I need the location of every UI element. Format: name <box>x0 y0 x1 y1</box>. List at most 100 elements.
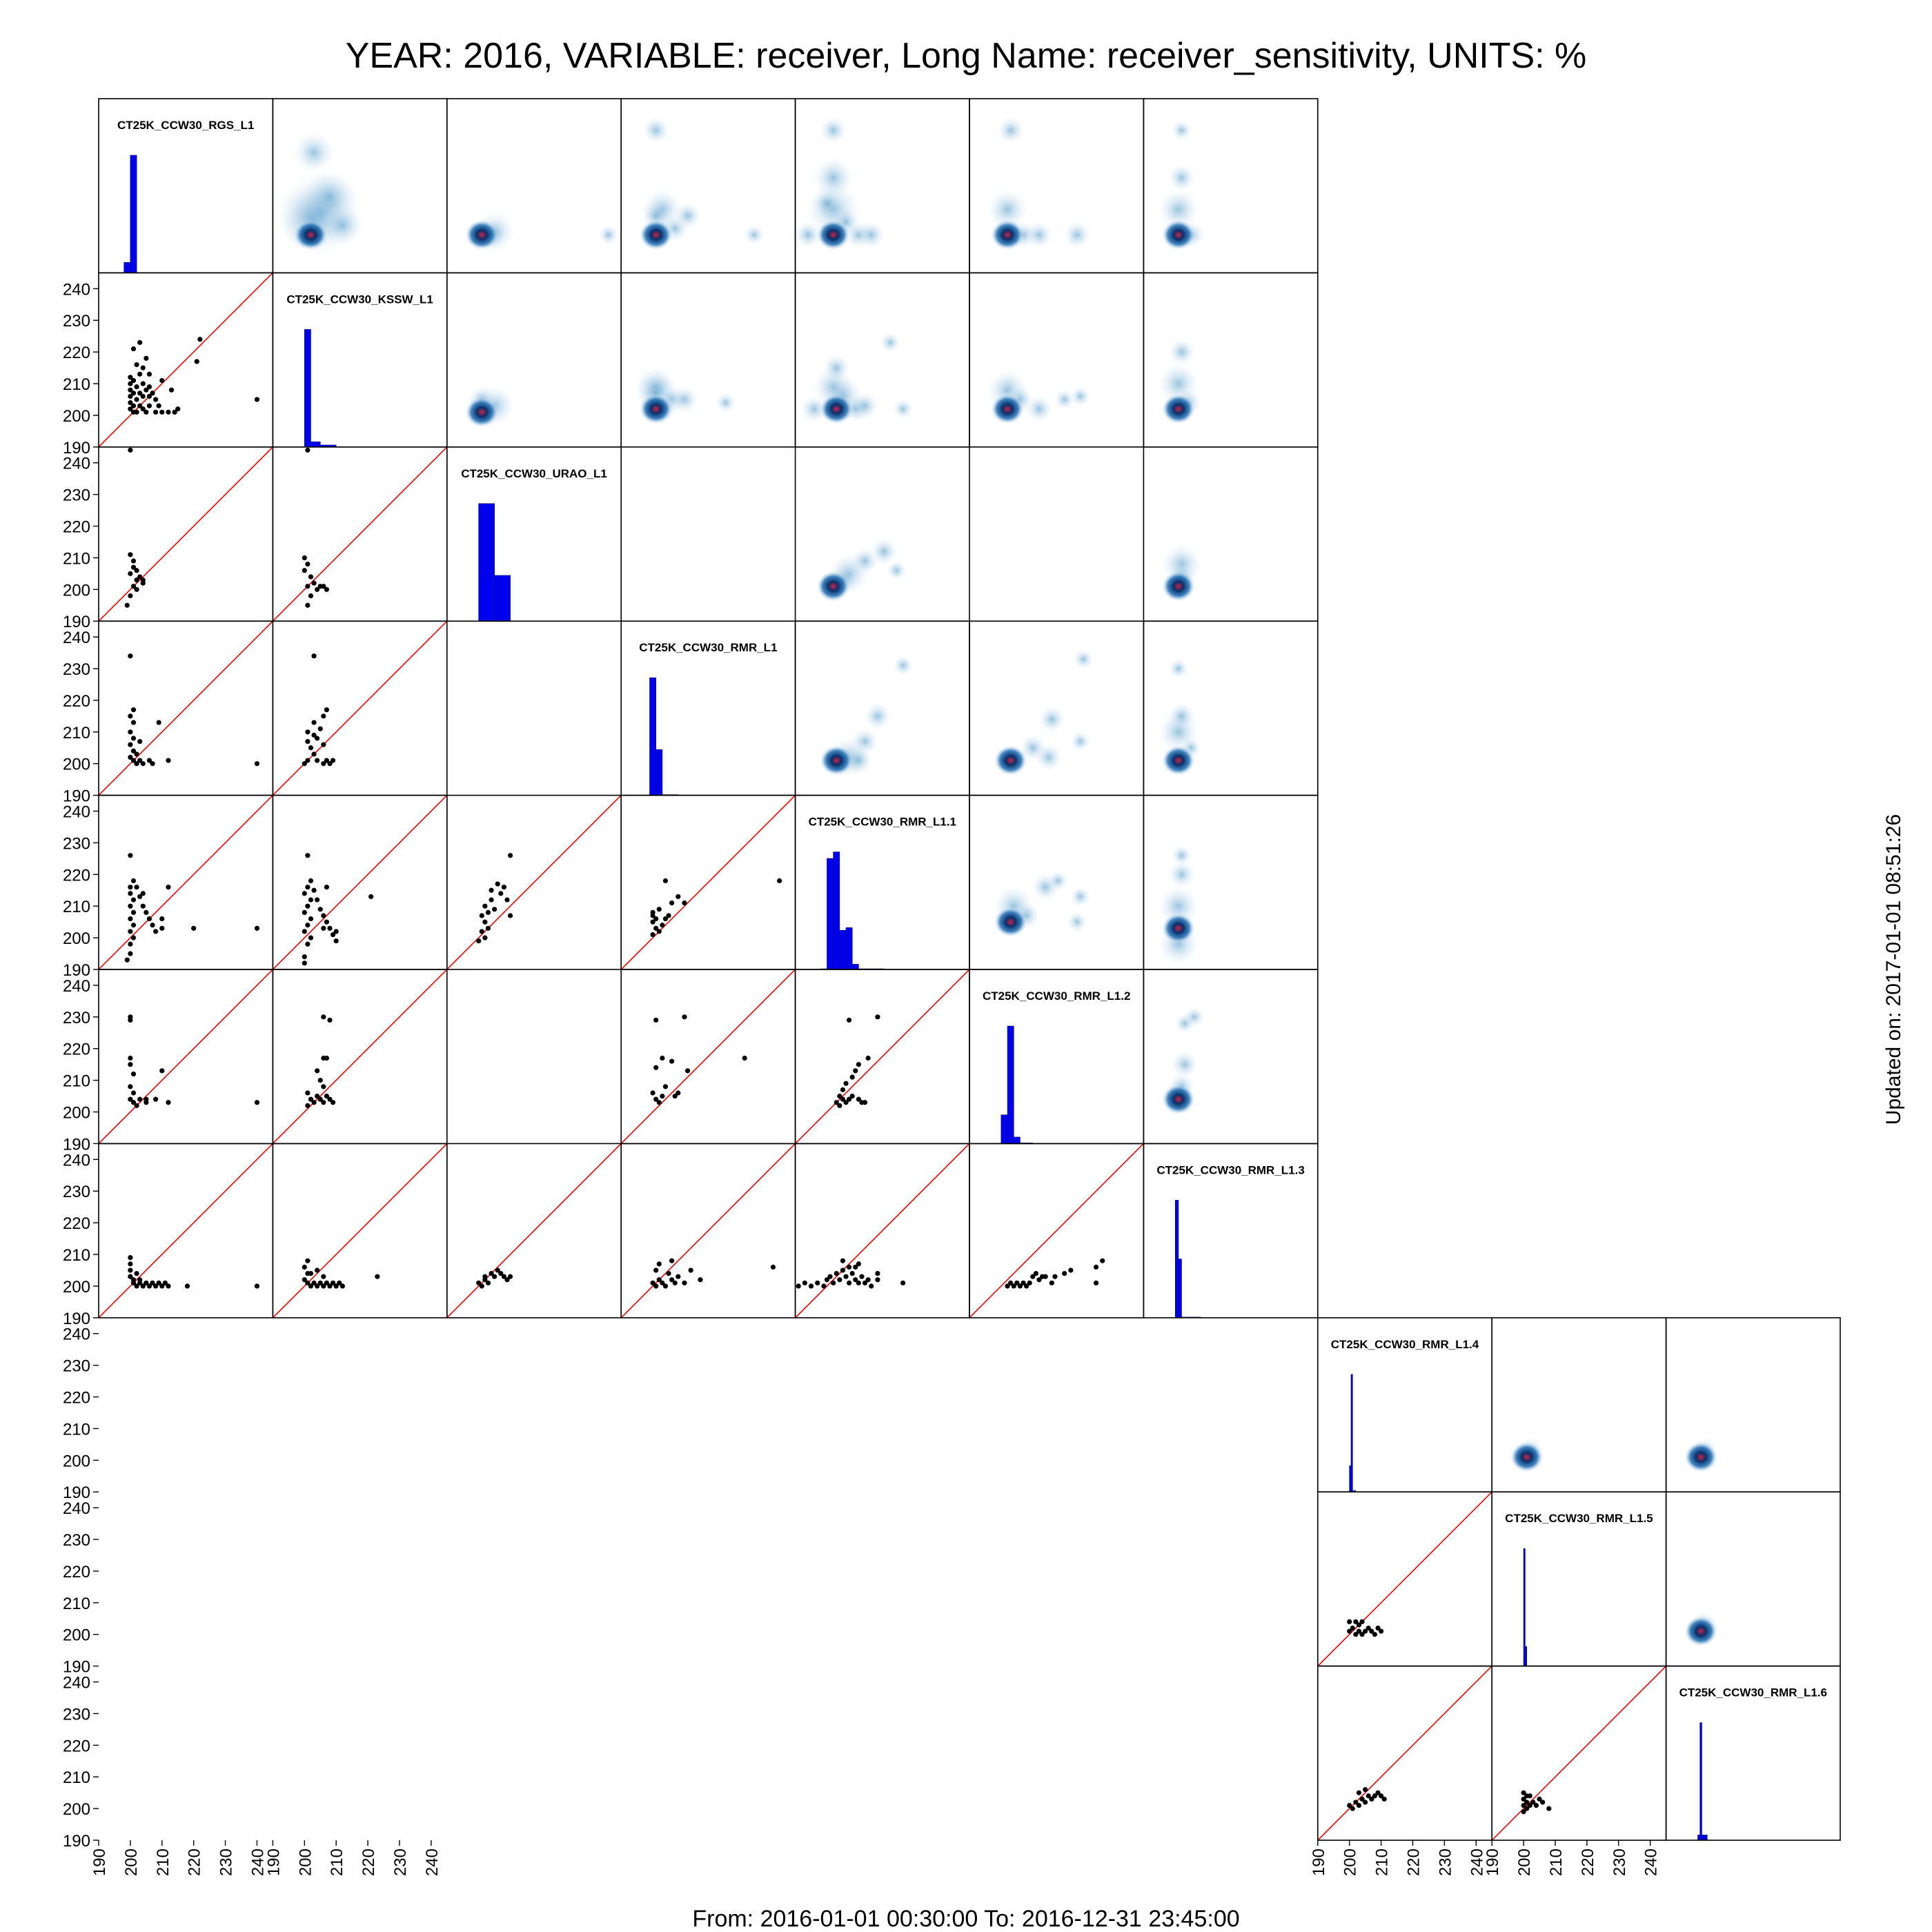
panel-2-2: CT25K_CCW30_URAO_L1 <box>446 446 622 622</box>
scatter-point-2-0-12 <box>134 568 139 573</box>
scatter-point-6-3-8 <box>676 1274 681 1279</box>
scatter-point-1-0-28 <box>166 409 171 415</box>
density-blob-1-4-4 <box>851 391 879 420</box>
density-core-0-2 <box>465 219 499 250</box>
scatter-point-6-4-22 <box>853 1264 858 1270</box>
identity-line-8-7 <box>1317 1492 1492 1666</box>
scatter-point-4-3-9 <box>666 913 671 918</box>
scatter-point-4-1-10 <box>308 935 314 940</box>
scatter-point-4-0-24 <box>191 925 197 931</box>
scatter-point-6-0-1 <box>128 1261 133 1267</box>
scatter-point-4-1-2 <box>305 885 310 890</box>
scatter-point-6-3-12 <box>656 1261 662 1267</box>
scatter-point-4-1-25 <box>321 925 326 931</box>
scatter-point-8-7-13 <box>1356 1622 1362 1628</box>
scatter-point-3-1-14 <box>327 761 333 767</box>
scatter-point-4-2-4 <box>498 891 504 896</box>
y-tick-label-1-0: 190 <box>63 439 90 457</box>
y-tick-label-8-0: 190 <box>63 1658 90 1677</box>
scatter-point-9-7-11 <box>1381 1796 1387 1802</box>
density-core-2-6 <box>1161 571 1195 602</box>
scatter-point-2-1-4 <box>308 574 314 580</box>
scatter-point-6-0-8 <box>140 1283 146 1289</box>
y-tick-label-5-1: 200 <box>63 1104 90 1123</box>
scatter-point-2-1-1 <box>302 555 307 561</box>
scatter-point-2-1-12 <box>317 584 323 589</box>
scatter-point-4-1-8 <box>305 923 310 928</box>
scatter-point-6-2-10 <box>507 1274 513 1279</box>
y-tick-label-7-2: 210 <box>63 1420 90 1439</box>
scatter-point-4-1-12 <box>302 954 307 960</box>
scatter-point-4-0-25 <box>254 925 260 931</box>
scatter-group-6-5 <box>969 1143 1144 1318</box>
y-tick-label-9-3: 220 <box>63 1737 90 1755</box>
scatter-point-9-7-13 <box>1363 1786 1368 1793</box>
scatter-group-6-4 <box>795 1143 969 1318</box>
scatter-point-4-3-15 <box>777 878 782 884</box>
scatter-point-5-4-2 <box>865 1055 871 1061</box>
scatter-point-6-2-3 <box>485 1280 491 1285</box>
x-tick-label-0-4: 230 <box>217 1849 236 1876</box>
scatter-point-1-0-16 <box>140 393 146 399</box>
scatter-group-6-0 <box>99 1143 273 1318</box>
scatter-point-6-5-2 <box>1011 1283 1016 1289</box>
scatter-point-4-0-23 <box>166 885 171 890</box>
density-blob-0-2-1 <box>598 224 619 246</box>
scatter-point-6-4-18 <box>865 1277 871 1283</box>
scatter-point-9-7-8 <box>1372 1793 1378 1799</box>
scatter-point-6-3-11 <box>698 1277 703 1283</box>
scatter-point-8-7-12 <box>1353 1619 1359 1624</box>
scatter-point-4-1-7 <box>308 916 314 922</box>
scatter-point-6-4-19 <box>869 1283 874 1289</box>
scatter-point-6-0-17 <box>184 1283 190 1289</box>
scatter-point-1-0-14 <box>137 403 143 408</box>
x-tick-label-1-5: 240 <box>423 1849 442 1876</box>
scatter-point-1-0-12 <box>134 409 139 415</box>
panel-2-4 <box>794 446 970 622</box>
scatter-point-6-5-8 <box>1030 1274 1036 1279</box>
scatter-point-6-0-3 <box>128 1274 133 1279</box>
scatter-point-3-0-17 <box>254 761 260 767</box>
scatter-point-9-7-12 <box>1356 1790 1362 1795</box>
scatter-point-5-4-4 <box>853 1068 858 1074</box>
x-tick-label-8-3: 220 <box>1579 1849 1597 1876</box>
panel-frame-2-2 <box>446 446 622 622</box>
y-tick-label-2-3: 220 <box>63 518 90 537</box>
density-blob-1-5-3 <box>1054 388 1075 411</box>
scatter-point-4-1-6 <box>302 909 307 915</box>
scatter-point-4-0-8 <box>130 923 137 928</box>
scatter-point-6-3-13 <box>653 1268 659 1273</box>
density-core-7-9 <box>1684 1441 1718 1472</box>
scatter-point-6-3-3 <box>660 1280 665 1285</box>
figure-title: YEAR: 2016, VARIABLE: receiver, Long Nam… <box>346 36 1587 76</box>
identity-line-6-4 <box>795 1143 969 1318</box>
density-blob-3-4-3 <box>892 655 914 676</box>
scatter-point-1-0-3 <box>128 393 133 399</box>
hist-bar-7-0 <box>1349 1466 1352 1492</box>
density-blob-1-4-7 <box>822 353 851 382</box>
density-blob-2-4-2 <box>869 538 898 566</box>
scatter-point-6-5-18 <box>1033 1270 1038 1276</box>
scatter-point-1-0-21 <box>146 384 152 390</box>
scatter-point-2-1-3 <box>302 568 307 573</box>
scatter-point-6-5-11 <box>1049 1280 1054 1285</box>
scatter-point-6-1-14 <box>337 1280 342 1285</box>
scatter-point-5-4-10 <box>837 1103 842 1108</box>
scatter-point-3-0-4 <box>128 729 133 735</box>
scatter-point-2-0-6 <box>137 574 143 580</box>
y-tick-label-3-3: 220 <box>63 692 90 711</box>
scatter-group-5-4 <box>795 969 969 1144</box>
scatter-point-6-3-7 <box>672 1280 678 1285</box>
y-tick-label-5-2: 210 <box>63 1072 90 1091</box>
scatter-point-5-0-14 <box>159 1068 165 1074</box>
y-tick-label-3-0: 190 <box>63 787 90 806</box>
identity-line-6-0 <box>99 1143 273 1318</box>
scatter-point-4-3-7 <box>662 916 669 922</box>
scatter-point-6-0-12 <box>153 1283 159 1289</box>
density-group-7-8 <box>1510 1437 1544 1472</box>
scatter-point-1-0-23 <box>150 391 155 396</box>
y-tick-label-1-1: 200 <box>63 407 90 426</box>
panel-1-4 <box>794 272 970 448</box>
density-core-1-2 <box>465 397 499 428</box>
scatter-point-5-4-1 <box>875 1014 880 1020</box>
